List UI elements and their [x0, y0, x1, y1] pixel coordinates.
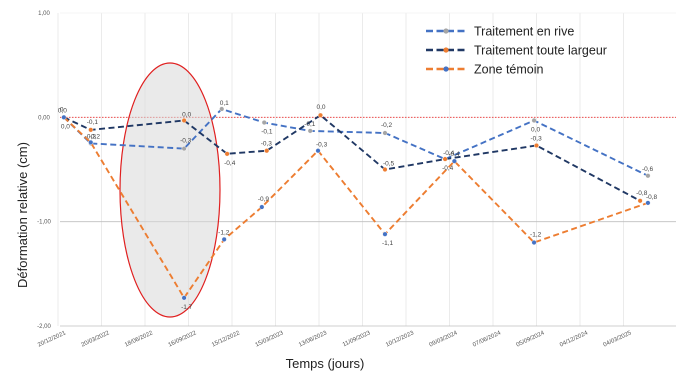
series-line — [63, 107, 649, 177]
series-lines — [61, 106, 651, 301]
data-point — [317, 112, 323, 118]
data-point — [531, 117, 537, 123]
legend-marker — [443, 28, 449, 34]
data-point — [382, 231, 388, 237]
x-tick-label: 04/03/2025 — [603, 330, 633, 348]
legend-entry: Traitement toute largeur — [474, 44, 607, 58]
data-label: -0,9 — [258, 196, 270, 203]
x-tick-label: 15/03/2023 — [255, 330, 285, 348]
data-label: -0,8 — [646, 194, 658, 201]
data-label: -0,3 — [531, 136, 543, 143]
highlight-ellipse — [119, 62, 221, 318]
data-point — [307, 128, 313, 134]
data-point — [645, 200, 651, 206]
data-point — [645, 173, 651, 179]
data-point — [259, 204, 265, 210]
data-label: -0,3 — [261, 141, 273, 148]
data-label: -0,2 — [89, 133, 101, 140]
x-tick-label: 18/06/2022 — [124, 330, 154, 348]
data-label: -0,6 — [642, 166, 654, 173]
data-point — [261, 120, 267, 126]
data-point — [181, 146, 187, 152]
data-point — [315, 148, 321, 154]
data-label: -0,4 — [224, 160, 236, 167]
data-label: -0,8 — [636, 190, 648, 197]
data-label: -0,3 — [85, 133, 97, 140]
data-label: 0 — [60, 106, 64, 113]
data-label: -0,1 — [261, 129, 273, 136]
y-tick-label: -2,00 — [37, 324, 51, 330]
data-point — [88, 139, 94, 145]
data-label: -1,2 — [530, 232, 542, 239]
data-point — [221, 236, 227, 242]
data-point — [442, 156, 448, 162]
x-tick-label: 16/09/2022 — [168, 330, 198, 348]
data-label: -0,5 — [383, 161, 395, 168]
x-tick-label: 04/12/2024 — [559, 330, 589, 348]
data-point — [181, 295, 187, 301]
data-label: 0,0 — [316, 104, 325, 111]
y-tick-label: 1,00 — [38, 11, 50, 17]
x-axis-title: Temps (jours) — [286, 356, 365, 371]
data-point — [219, 106, 225, 112]
data-label: -0,1 — [304, 121, 316, 128]
x-tick-label: 07/06/2024 — [472, 330, 502, 348]
data-label: -1,1 — [382, 240, 394, 247]
data-point — [224, 151, 230, 157]
data-label: -1,2 — [218, 229, 230, 236]
data-point — [181, 117, 187, 123]
legend-entry: Zone témoin — [474, 63, 544, 77]
y-tick-label: 0,00 — [38, 115, 50, 121]
legend: Traitement en rive Traitement toute large… — [426, 25, 607, 77]
y-axis-title: Déformation relative (cm) — [15, 142, 30, 288]
series-line — [63, 114, 641, 202]
x-tick-label: 20/03/2022 — [81, 330, 111, 348]
data-point — [264, 148, 270, 154]
data-point — [382, 130, 388, 136]
data-point — [637, 198, 643, 204]
legend-marker — [443, 47, 449, 53]
data-label: 0,0 — [61, 123, 70, 130]
x-tick-label: 15/12/2022 — [211, 330, 241, 348]
data-label: -0,2 — [381, 122, 393, 129]
data-point — [534, 143, 540, 149]
data-point — [88, 127, 94, 133]
data-point — [61, 114, 67, 120]
grid-lines — [57, 12, 676, 327]
data-label: -0,1 — [87, 119, 99, 126]
legend-entry: Traitement en rive — [474, 25, 574, 39]
x-tick-label: 05/09/2024 — [516, 330, 546, 348]
data-point — [531, 240, 537, 246]
data-labels: 0,0 -0,3 -0,3 0,1 -0,1 -0,1 -0,2 -0,4 0,0 -0,6 0,0… — [58, 100, 658, 311]
data-label: 0,0 — [531, 126, 540, 133]
legend-marker — [443, 66, 449, 72]
x-tick-label: 10/12/2023 — [385, 330, 415, 348]
x-tick-label: 20/12/2021 — [37, 330, 67, 348]
data-label: -1,7 — [181, 304, 193, 311]
series-line — [63, 116, 649, 300]
data-label: 0,1 — [220, 100, 229, 107]
data-label: -0,4 — [443, 150, 455, 157]
data-label: -0,3 — [180, 138, 192, 145]
x-tick-label: 11/09/2023 — [342, 330, 372, 348]
data-label: -0,3 — [316, 142, 328, 149]
y-tick-label: -1,00 — [37, 220, 51, 226]
data-label: -0,4 — [448, 151, 460, 158]
data-point — [382, 166, 388, 172]
x-tick-label: 09/03/2024 — [429, 330, 459, 348]
data-label: -0,4 — [442, 165, 454, 172]
data-point — [451, 158, 457, 164]
data-label: 0,0 — [58, 107, 67, 114]
x-tick-label: 13/06/2023 — [298, 330, 328, 348]
data-label: 0,0 — [182, 111, 191, 118]
